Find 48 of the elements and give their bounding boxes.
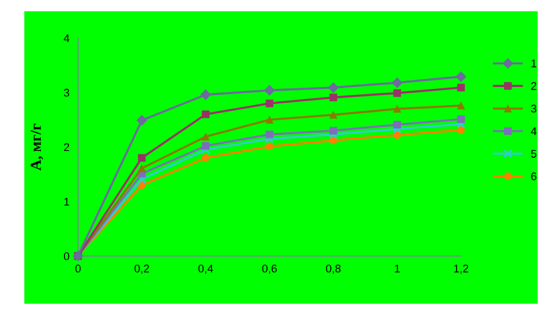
y-tick-label: 2: [64, 143, 70, 152]
point: [138, 181, 146, 189]
point: [456, 71, 466, 82]
legend-label: 5: [531, 150, 536, 158]
point: [393, 120, 401, 128]
y-tick-label: 0: [64, 252, 70, 260]
x-tick-label: 0,2: [134, 264, 149, 274]
y-tick-label: 1: [64, 198, 70, 206]
legend-label: 2: [531, 82, 536, 90]
y-tick-label: 4: [64, 34, 70, 42]
legend-label: 3: [531, 104, 536, 113]
point: [457, 84, 465, 92]
point: [266, 130, 274, 138]
x-tick-label: 0: [75, 264, 81, 272]
point: [138, 164, 146, 172]
point: [266, 100, 274, 108]
point: [457, 115, 465, 124]
point: [202, 132, 210, 140]
point: [202, 154, 210, 162]
x-tick-label: 1,2: [454, 264, 468, 274]
point: [457, 126, 465, 134]
point: [393, 89, 401, 97]
point: [457, 102, 465, 110]
x-tick-label: 1: [394, 264, 400, 272]
point: [330, 94, 338, 102]
point: [330, 126, 338, 134]
point: [393, 131, 401, 139]
point: [138, 154, 146, 162]
point: [330, 136, 338, 144]
point: [202, 142, 210, 150]
point: [264, 85, 275, 96]
legend-label: 4: [530, 127, 536, 136]
point: [330, 111, 338, 119]
legend-label: 6: [531, 172, 536, 180]
point: [200, 89, 211, 100]
point: [328, 82, 339, 93]
y-axis-title: A, мг/г: [30, 124, 44, 170]
point: [393, 105, 401, 113]
point: [202, 110, 210, 118]
x-tick-label: 0,4: [198, 264, 214, 274]
point: [266, 116, 274, 124]
point: [392, 77, 402, 88]
x-tick-label: 0,8: [326, 264, 341, 274]
legend-label: 1: [531, 60, 536, 68]
y-tick-label: 3: [64, 88, 70, 97]
point: [266, 142, 274, 150]
point: [136, 115, 148, 126]
x-tick-label: 0,6: [262, 264, 277, 274]
